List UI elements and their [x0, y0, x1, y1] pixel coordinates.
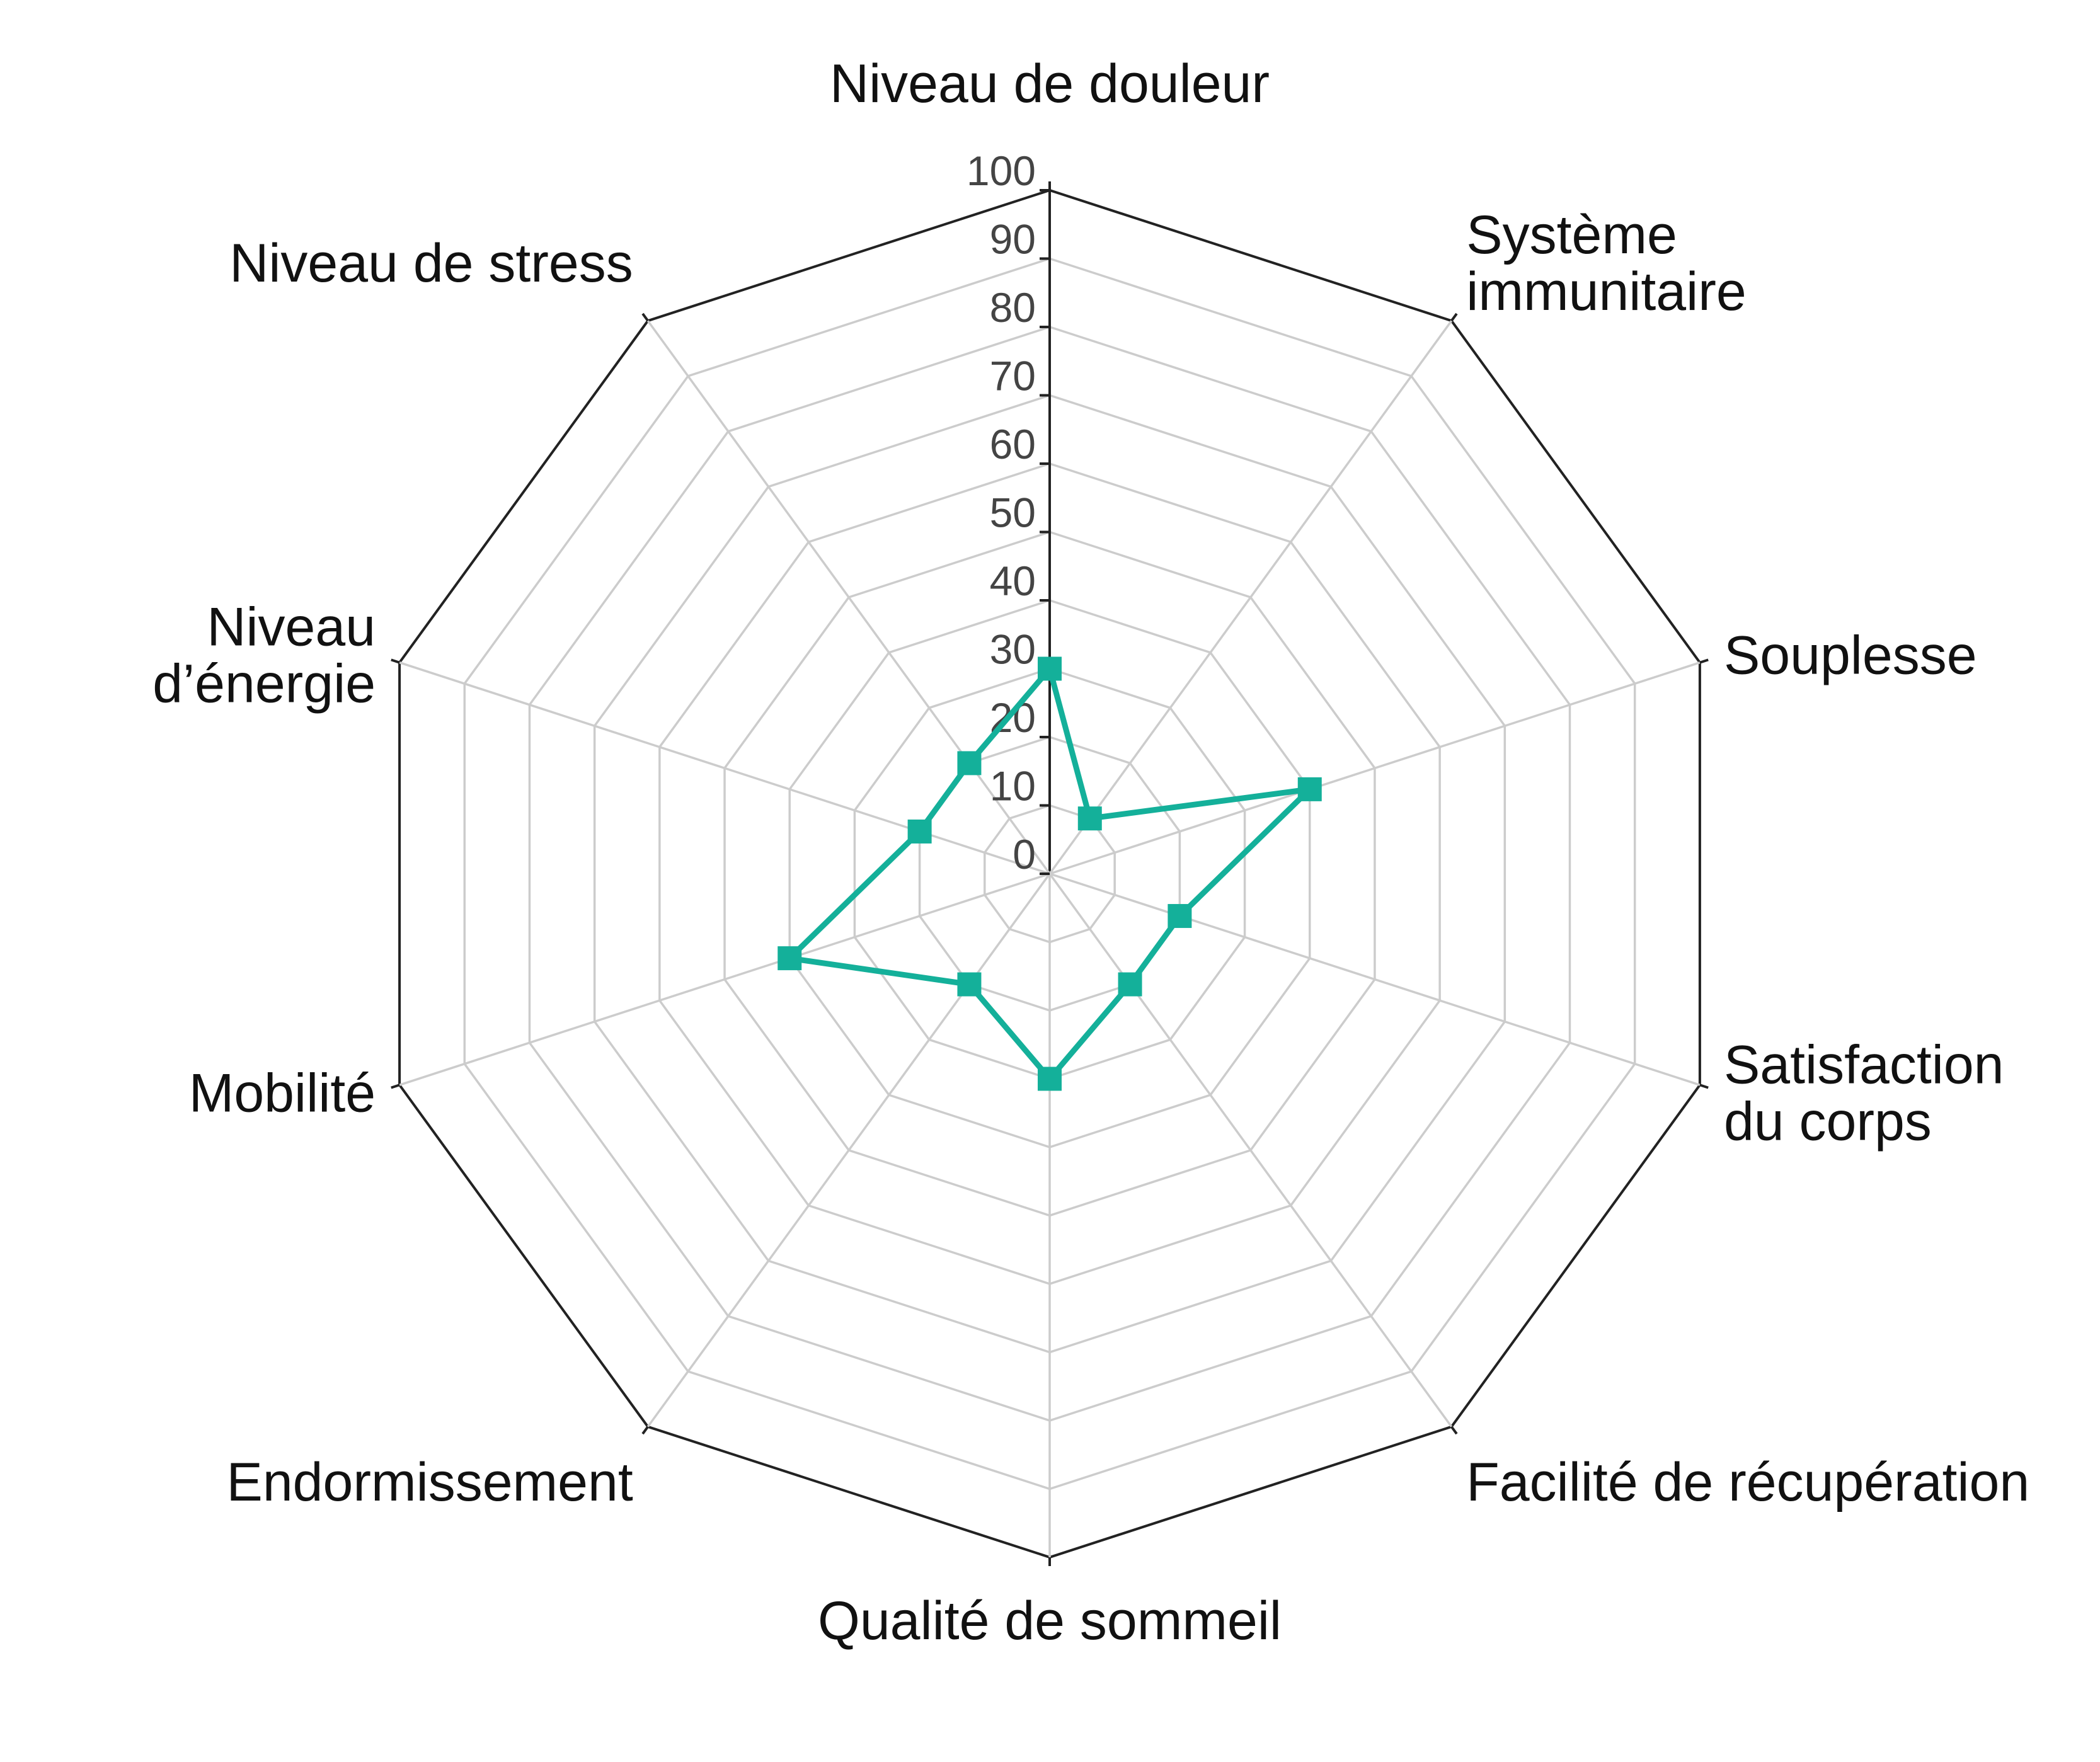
- axis-spoke-4: [1048, 872, 1453, 1427]
- axis-spoke-8: [399, 661, 1050, 875]
- axis-label-3: Satisfaction du corps: [1724, 1035, 2004, 1152]
- data-point-1: [1077, 806, 1102, 831]
- axis-spoke-9: [646, 320, 1051, 875]
- axis-label-9: Niveau de stress: [229, 233, 633, 294]
- radial-tick-label-0: 0: [1013, 831, 1036, 878]
- outer-tick-6: [641, 1426, 649, 1435]
- radial-tick-label-50: 50: [990, 489, 1036, 536]
- axis-label-0: Niveau de douleur: [830, 54, 1270, 114]
- data-point-0: [1038, 656, 1062, 681]
- axis-label-5: Qualité de sommeil: [818, 1591, 1282, 1651]
- outer-tick-1: [1450, 312, 1458, 322]
- data-point-8: [907, 819, 932, 844]
- radial-tick-label-30: 30: [990, 626, 1036, 673]
- outer-tick-3: [1699, 1084, 1709, 1089]
- axis-spoke-3: [1049, 872, 1701, 1086]
- data-point-6: [957, 972, 982, 997]
- outer-tick-9: [641, 312, 649, 322]
- outer-tick-4: [1450, 1426, 1458, 1435]
- axis-spoke-2: [1049, 661, 1701, 875]
- data-point-9: [957, 751, 982, 775]
- radial-tick-label-10: 10: [990, 763, 1036, 809]
- axis-spoke-7: [399, 872, 1050, 1086]
- radial-tick-label-70: 70: [990, 353, 1036, 399]
- radial-tick-label-60: 60: [990, 421, 1036, 467]
- radial-tick-label-80: 80: [990, 284, 1036, 331]
- outer-tick-7: [391, 1084, 400, 1089]
- data-point-3: [1168, 904, 1192, 929]
- data-point-2: [1297, 777, 1322, 801]
- data-point-5: [1038, 1067, 1062, 1091]
- radial-tick-label-40: 40: [990, 558, 1036, 604]
- data-point-7: [777, 946, 802, 971]
- axis-spoke-1: [1048, 320, 1453, 875]
- axis-label-1: Système immunitaire: [1466, 205, 1746, 322]
- axis-label-4: Facilité de récupération: [1466, 1452, 2029, 1513]
- axis-label-8: Niveau d’énergie: [152, 597, 376, 714]
- axis-spoke-6: [646, 872, 1051, 1427]
- radial-tick-label-100: 100: [967, 147, 1036, 194]
- axis-label-7: Mobilité: [189, 1063, 376, 1124]
- axis-label-2: Souplesse: [1724, 625, 1977, 685]
- outer-tick-8: [391, 658, 400, 664]
- data-point-4: [1118, 972, 1142, 997]
- radial-tick-label-90: 90: [990, 216, 1036, 263]
- outer-tick-2: [1699, 658, 1709, 664]
- axis-label-6: Endormissement: [226, 1452, 633, 1513]
